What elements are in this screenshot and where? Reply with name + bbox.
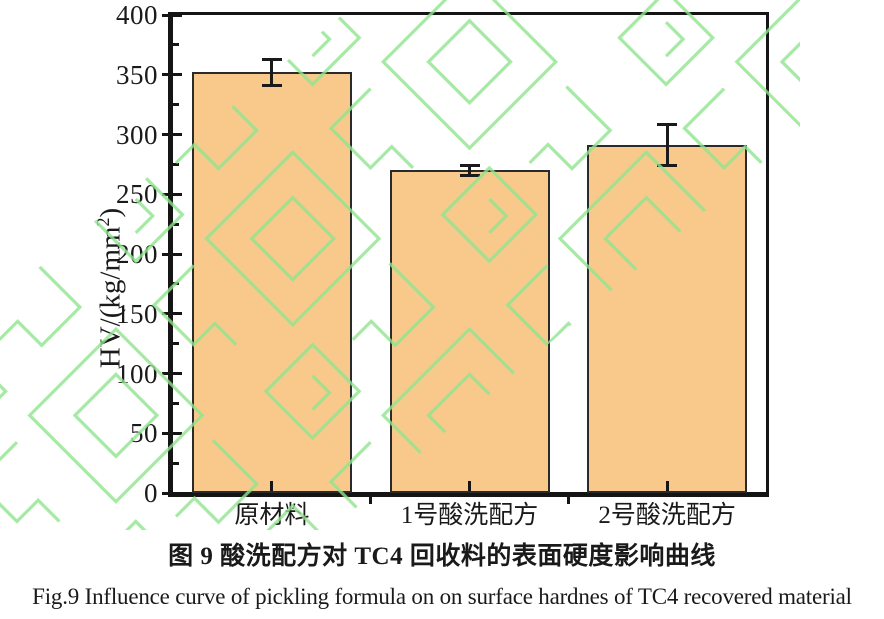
error-bar-cap-top <box>657 123 678 127</box>
y-minor-tick <box>169 282 179 286</box>
y-major-tick <box>162 491 182 495</box>
y-major-tick <box>162 431 182 435</box>
y-tick-label: 200 <box>116 239 158 269</box>
y-axis-title-superscript: 2 <box>93 217 113 227</box>
x-major-tick <box>665 481 669 491</box>
y-minor-tick <box>169 103 179 107</box>
x-major-tick <box>468 481 471 491</box>
y-tick-label: 300 <box>116 119 158 150</box>
y-minor-tick <box>169 162 179 166</box>
y-axis-title: HV/(kg/mm2) <box>86 138 127 438</box>
x-major-tick <box>270 481 274 491</box>
y-tick-label: 400 <box>116 0 158 30</box>
y-tick-label: 50 <box>130 418 158 449</box>
caption-english: Fig.9 Influence curve of pickling formul… <box>32 584 852 609</box>
y-minor-tick <box>169 401 179 405</box>
y-major-tick <box>162 73 182 77</box>
y-tick-label: 150 <box>116 298 158 329</box>
x-tick-label: 2号酸洗配方 <box>598 502 736 529</box>
y-axis-title-text: HV/(kg/mm <box>94 226 127 369</box>
error-bar-cap-top <box>261 57 282 61</box>
y-tick-label: 100 <box>116 358 158 389</box>
y-major-tick <box>162 372 182 375</box>
bar-1 <box>191 72 352 493</box>
bar-3 <box>587 145 748 493</box>
y-major-tick <box>162 252 182 256</box>
y-minor-tick <box>169 461 179 465</box>
error-bar-cap-bottom <box>657 164 678 168</box>
y-minor-tick <box>169 222 179 226</box>
bar-2 <box>389 170 550 493</box>
y-axis-title-close: ) <box>94 207 127 218</box>
y-tick-label: 350 <box>116 59 158 90</box>
y-major-tick <box>162 13 182 17</box>
y-minor-tick <box>169 43 179 47</box>
caption-chinese: 图 9 酸洗配方对 TC4 回收料的表面硬度影响曲线 <box>168 543 716 570</box>
error-bar-line <box>665 124 669 166</box>
error-bar-line <box>270 59 274 86</box>
y-tick-label: 0 <box>144 478 158 508</box>
y-major-tick <box>162 312 182 316</box>
error-bar-cap-top <box>459 164 480 168</box>
y-minor-tick <box>169 342 179 346</box>
y-major-tick <box>162 192 182 196</box>
error-bar-cap-bottom <box>459 173 480 177</box>
y-major-tick <box>162 133 182 136</box>
error-bar-cap-bottom <box>261 84 282 87</box>
y-tick-label: 250 <box>116 179 158 210</box>
